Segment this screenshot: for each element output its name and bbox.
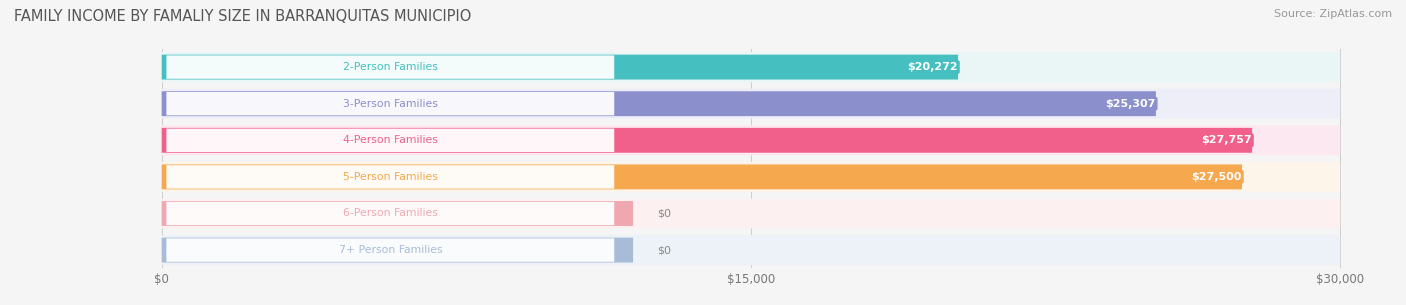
FancyBboxPatch shape [162,201,633,226]
Text: $27,500: $27,500 [1192,172,1241,182]
FancyBboxPatch shape [166,202,614,225]
Text: FAMILY INCOME BY FAMALIY SIZE IN BARRANQUITAS MUNICIPIO: FAMILY INCOME BY FAMALIY SIZE IN BARRANQ… [14,9,471,24]
FancyBboxPatch shape [166,56,614,79]
FancyBboxPatch shape [162,91,1156,116]
FancyBboxPatch shape [162,164,1241,189]
Text: $20,272: $20,272 [907,62,957,72]
FancyBboxPatch shape [166,129,614,152]
FancyBboxPatch shape [162,52,1340,82]
FancyBboxPatch shape [166,92,614,115]
FancyBboxPatch shape [162,55,957,80]
FancyBboxPatch shape [166,239,614,262]
FancyBboxPatch shape [162,238,633,263]
Text: 6-Person Families: 6-Person Families [343,209,437,218]
FancyBboxPatch shape [162,128,1253,153]
FancyBboxPatch shape [162,162,1340,192]
Text: 5-Person Families: 5-Person Families [343,172,437,182]
Text: $0: $0 [657,209,671,218]
FancyBboxPatch shape [166,165,614,188]
FancyBboxPatch shape [162,125,1340,155]
Text: $0: $0 [657,245,671,255]
Text: Source: ZipAtlas.com: Source: ZipAtlas.com [1274,9,1392,19]
Text: 4-Person Families: 4-Person Families [343,135,437,145]
FancyBboxPatch shape [162,199,1340,228]
Text: 7+ Person Families: 7+ Person Families [339,245,441,255]
Text: $25,307: $25,307 [1105,99,1156,109]
Text: 3-Person Families: 3-Person Families [343,99,437,109]
FancyBboxPatch shape [162,235,1340,265]
FancyBboxPatch shape [162,89,1340,119]
Text: $27,757: $27,757 [1202,135,1253,145]
Text: 2-Person Families: 2-Person Families [343,62,437,72]
